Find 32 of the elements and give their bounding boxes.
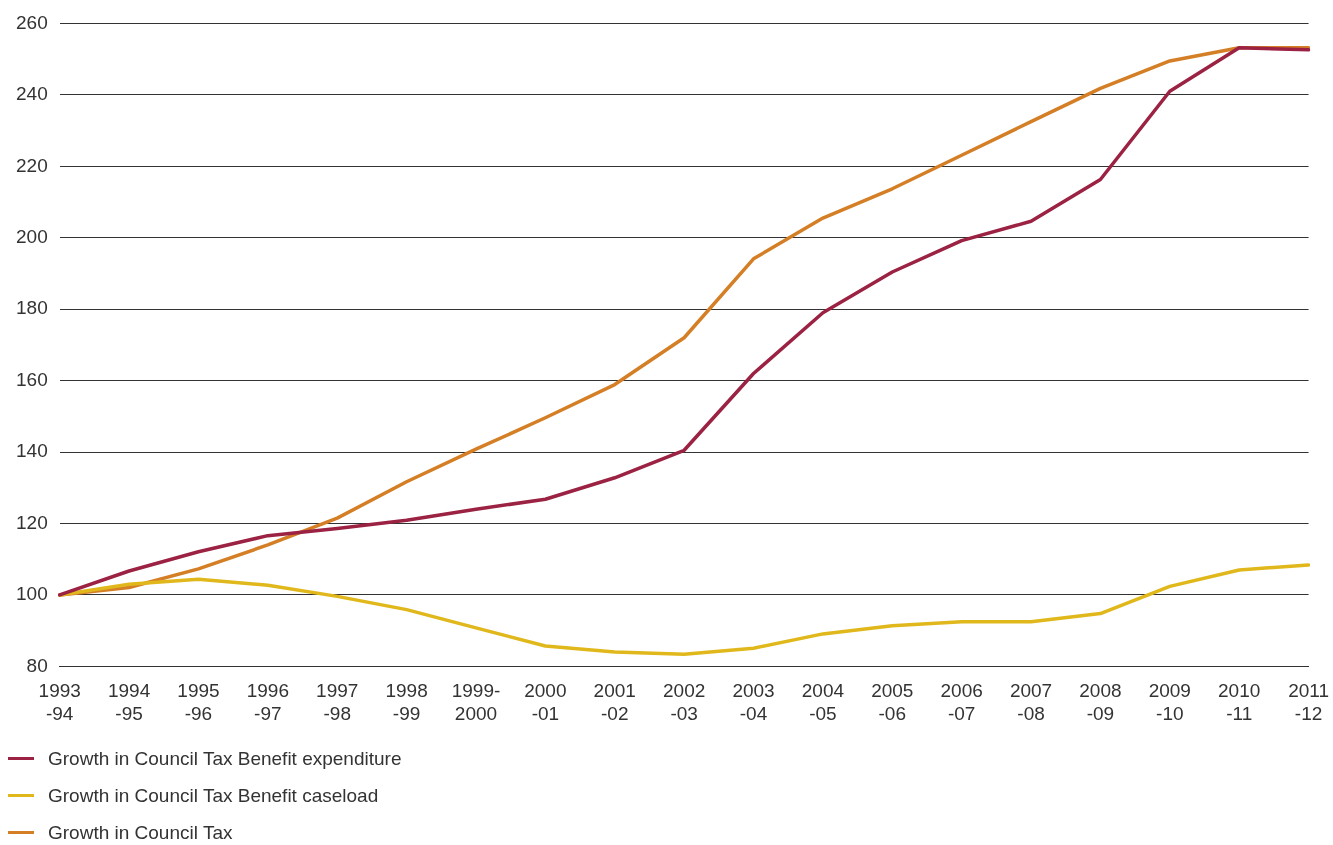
legend-label: Growth in Council Tax Benefit caseload bbox=[48, 784, 379, 807]
y-tick-label: 160 bbox=[16, 368, 48, 390]
x-tick-label: 2000 -01 bbox=[524, 680, 567, 724]
x-tick-label: 2007 -08 bbox=[1009, 680, 1053, 724]
x-tick-label: 1994 -95 bbox=[107, 680, 151, 724]
x-tick-label: 2009 -10 bbox=[1148, 680, 1191, 724]
x-tick-label: 2002 -03 bbox=[663, 680, 706, 724]
y-tick-label: 140 bbox=[16, 440, 48, 462]
x-tick-label: 1999- 2000 bbox=[451, 680, 501, 724]
y-tick-label: 120 bbox=[16, 511, 48, 533]
x-tick-label: 2006 -07 bbox=[940, 680, 983, 724]
y-tick-label: 260 bbox=[16, 11, 48, 33]
x-tick-label: 1998 -99 bbox=[385, 680, 428, 724]
x-tick-label: 2010 -11 bbox=[1218, 680, 1261, 724]
legend-label: Growth in Council Tax Benefit expenditure bbox=[48, 747, 402, 770]
y-tick-label: 100 bbox=[16, 583, 48, 605]
y-tick-label: 240 bbox=[16, 83, 48, 105]
x-tick-label: 2004 -05 bbox=[801, 680, 845, 724]
x-tick-label: 1997 -98 bbox=[316, 680, 359, 724]
y-tick-label: 80 bbox=[26, 654, 48, 676]
y-tick-label: 180 bbox=[16, 297, 48, 319]
y-tick-label: 200 bbox=[16, 225, 48, 247]
x-tick-label: 2003 -04 bbox=[732, 680, 775, 724]
x-tick-label: 2005 -06 bbox=[871, 680, 914, 724]
legend-label: Growth in Council Tax bbox=[48, 821, 233, 844]
y-tick-label: 220 bbox=[16, 154, 48, 176]
x-tick-label: 1996 -97 bbox=[246, 680, 289, 724]
x-tick-label: 1993 -94 bbox=[38, 680, 81, 724]
x-tick-label: 2008 -09 bbox=[1079, 680, 1122, 724]
x-tick-label: 2011 -12 bbox=[1288, 680, 1329, 724]
x-tick-label: 2001 -02 bbox=[593, 680, 636, 724]
x-tick-label: 1995 -96 bbox=[177, 680, 220, 724]
